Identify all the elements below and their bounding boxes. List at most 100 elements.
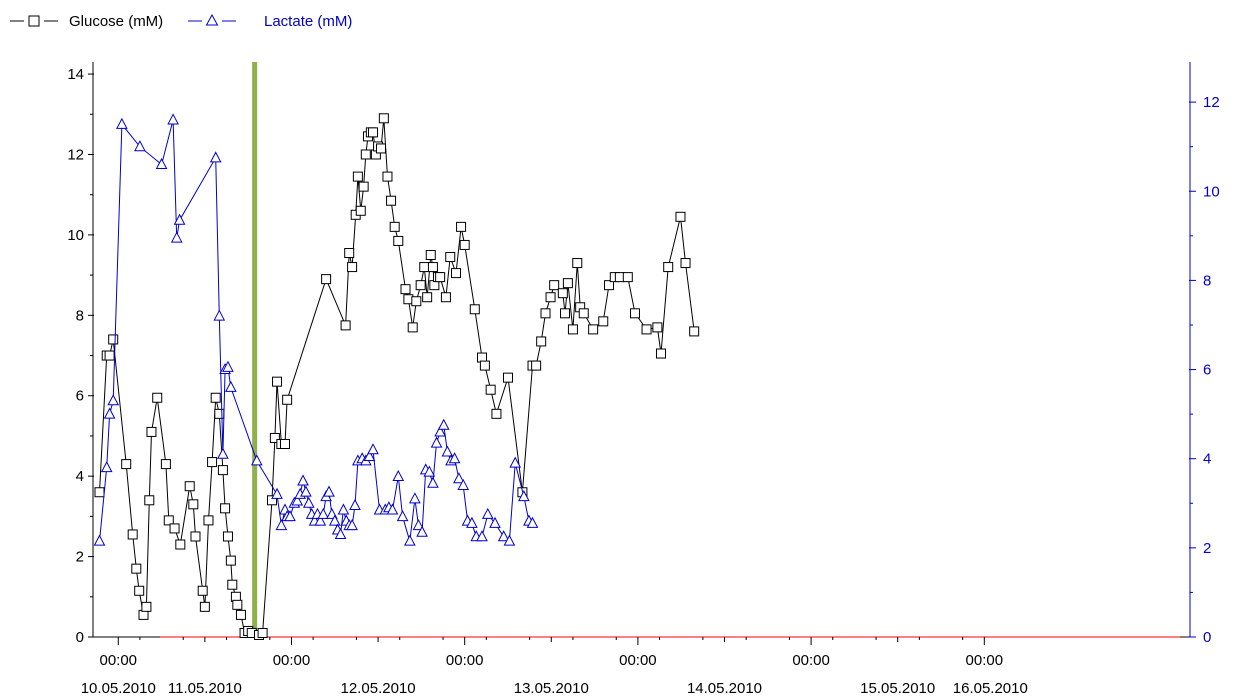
- legend: Glucose (mM) Lactate (mM): [10, 13, 352, 30]
- lactate-data-point: [173, 213, 186, 225]
- glucose-data-point: [479, 360, 490, 371]
- x-tick-date-label: 12.05.2010: [341, 680, 416, 697]
- lactate-data-point: [526, 516, 539, 528]
- glucose-data-point: [220, 503, 231, 514]
- glucose-data-point: [340, 320, 351, 331]
- glucose-data-point: [146, 426, 157, 437]
- lactate-data-point: [457, 478, 470, 490]
- glucose-data-point: [407, 322, 418, 333]
- glucose-data-point: [152, 392, 163, 403]
- glucose-data-point: [227, 579, 238, 590]
- glucose-data-point: [272, 376, 283, 387]
- glucose-data-point: [459, 239, 470, 250]
- x-tick-date-label: 10.05.2010: [81, 680, 156, 697]
- y-right-tick-label: 4: [1203, 451, 1211, 468]
- x-tick-date-label: 14.05.2010: [687, 680, 762, 697]
- lactate-data-point: [423, 465, 436, 477]
- lactate-data-point: [346, 518, 358, 531]
- glucose-data-point: [368, 127, 379, 138]
- glucose-data-point: [210, 392, 221, 403]
- x-tick-time-label: 00:00: [99, 652, 137, 669]
- lactate-data-point: [466, 516, 478, 528]
- glucose-data-point: [175, 539, 186, 550]
- glucose-data-point: [622, 272, 633, 283]
- y-right-tick-label: 0: [1203, 629, 1211, 646]
- lactate-data-point: [437, 418, 450, 430]
- glucose-data-point: [559, 308, 570, 319]
- glucose-data-point: [214, 408, 225, 419]
- lactate-data-point: [323, 485, 335, 497]
- lactate-data-point: [489, 516, 501, 528]
- lactate-data-point: [434, 425, 446, 437]
- glucose-data-point: [360, 149, 371, 160]
- y-right-tick-label: 2: [1203, 540, 1211, 557]
- lactate-data-point: [317, 507, 330, 519]
- glucose-data-point: [562, 278, 573, 289]
- glucose-data-point: [435, 272, 446, 283]
- lactate-data-point: [481, 507, 494, 519]
- glucose-data-point: [190, 531, 201, 542]
- lactate-data-point: [170, 231, 183, 243]
- glucose-data-point: [549, 280, 560, 291]
- glucose-data-point: [199, 601, 210, 612]
- lactate-data-point: [453, 472, 465, 484]
- lactate-data-point: [497, 530, 510, 542]
- glucose-data-point: [203, 515, 214, 526]
- y-left-tick-label: 8: [76, 307, 84, 324]
- y-left-tick-label: 10: [67, 227, 84, 244]
- lactate-data-point: [103, 407, 116, 419]
- glucose-data-point: [540, 308, 551, 319]
- glucose-data-point: [491, 408, 502, 419]
- glucose-data-point: [232, 599, 243, 610]
- glucose-data-point: [652, 322, 663, 333]
- glucose-data-point: [169, 523, 180, 534]
- glucose-data-point: [257, 627, 268, 638]
- lactate-data-point: [100, 461, 113, 473]
- lactate-data-point: [314, 514, 327, 526]
- lactate-data-point: [416, 525, 428, 537]
- glucose-data-point: [604, 280, 615, 291]
- lactate-data-point: [275, 518, 288, 531]
- glucose-data-point: [451, 268, 462, 279]
- lactate-data-point: [392, 469, 405, 482]
- glucose-data-point: [222, 531, 233, 542]
- glucose-data-point: [131, 563, 142, 574]
- glucose-data-point: [104, 350, 115, 361]
- glucose-data-point: [422, 292, 433, 303]
- glucose-data-point: [415, 280, 426, 291]
- glucose-data-point: [134, 585, 145, 596]
- lactate-data-point: [155, 157, 168, 170]
- lactate-data-point: [363, 449, 376, 461]
- legend-lactate-label: Lactate (mM): [264, 13, 352, 30]
- lactate-data-point: [213, 309, 226, 321]
- lactate-data-point: [291, 494, 304, 506]
- lactate-data-point: [251, 454, 263, 466]
- lactate-data-point: [209, 151, 222, 163]
- y-left-tick-label: 12: [67, 146, 84, 163]
- y-left-tick-label: 4: [76, 468, 84, 485]
- glucose-data-point: [355, 205, 366, 216]
- lactate-data-point: [284, 510, 296, 522]
- glucose-data-point: [545, 292, 556, 303]
- lactate-data-point: [116, 117, 128, 129]
- lactate-data-point: [134, 140, 146, 152]
- glucose-data-point: [347, 262, 358, 273]
- lactate-data-point: [337, 503, 350, 515]
- glucose-data-point: [358, 181, 369, 192]
- lactate-data-point: [107, 394, 120, 406]
- glucose-data-point: [445, 252, 456, 263]
- glucose-data-point: [400, 284, 411, 295]
- lactate-data-point: [300, 485, 312, 497]
- lactate-data-point: [271, 487, 283, 499]
- glucose-data-point: [572, 258, 583, 269]
- glucose-data-point: [108, 334, 119, 345]
- y-left-tick-label: 6: [76, 388, 84, 405]
- glucose-data-point: [94, 487, 105, 498]
- glucose-data-point: [197, 585, 208, 596]
- y-right-tick-label: 10: [1203, 183, 1220, 200]
- legend-glucose-label: Glucose (mM): [69, 13, 163, 30]
- glucose-data-point: [352, 171, 363, 182]
- x-tick-time-label: 00:00: [273, 652, 311, 669]
- glucose-data-point: [469, 304, 480, 315]
